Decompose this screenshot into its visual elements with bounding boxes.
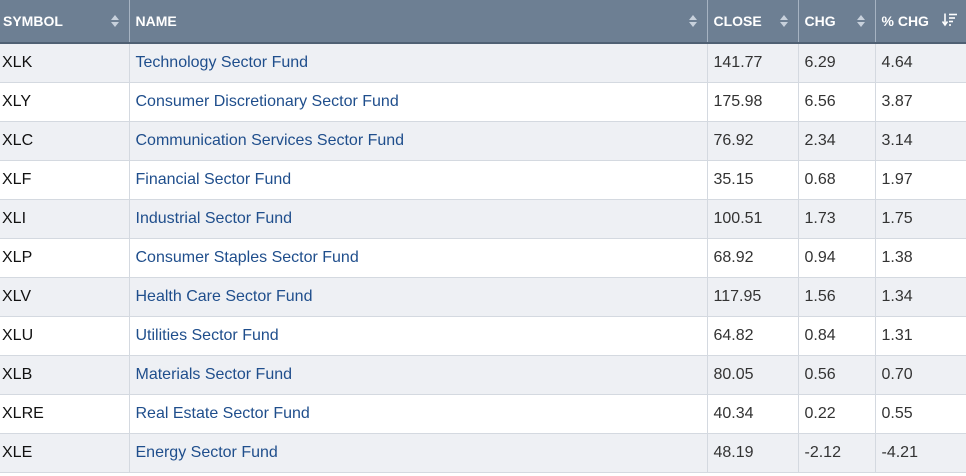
pct-chg-cell: -4.21: [875, 433, 966, 473]
chg-cell: 0.68: [798, 160, 876, 200]
fund-name-link[interactable]: Energy Sector Fund: [135, 443, 278, 461]
fund-name-link[interactable]: Technology Sector Fund: [135, 53, 309, 71]
close-cell: 175.98: [707, 82, 799, 122]
close-cell: 80.05: [707, 355, 799, 395]
fund-name-link[interactable]: Real Estate Sector Fund: [135, 404, 310, 422]
column-header-chg[interactable]: CHG: [798, 0, 876, 44]
chg-cell: 0.22: [798, 394, 876, 434]
table-row: XLY Consumer Discretionary Sector Fund 1…: [0, 82, 966, 122]
symbol-cell: XLP: [0, 238, 130, 278]
close-cell: 117.95: [707, 277, 799, 317]
sort-updown-icon: [856, 15, 865, 27]
fund-name-link[interactable]: Financial Sector Fund: [135, 170, 292, 188]
table-header-row: SYMBOL NAME CLOSE CHG % CHG: [0, 0, 966, 44]
column-header-close[interactable]: CLOSE: [707, 0, 799, 44]
chg-cell: 1.73: [798, 199, 876, 239]
fund-name-link[interactable]: Communication Services Sector Fund: [135, 131, 405, 149]
symbol-cell: XLF: [0, 160, 130, 200]
chg-cell: 6.56: [798, 82, 876, 122]
close-cell: 64.82: [707, 316, 799, 356]
table-body: XLK Technology Sector Fund 141.77 6.29 4…: [0, 43, 966, 473]
table-row: XLP Consumer Staples Sector Fund 68.92 0…: [0, 238, 966, 278]
table-row: XLE Energy Sector Fund 48.19 -2.12 -4.21: [0, 433, 966, 473]
chg-cell: -2.12: [798, 433, 876, 473]
column-header-pct-chg[interactable]: % CHG: [875, 0, 966, 44]
chg-cell: 6.29: [798, 43, 876, 83]
sort-updown-icon: [110, 15, 119, 27]
close-cell: 141.77: [707, 43, 799, 83]
column-header-label: % CHG: [881, 13, 929, 29]
chg-cell: 0.56: [798, 355, 876, 395]
table-row: XLI Industrial Sector Fund 100.51 1.73 1…: [0, 199, 966, 239]
pct-chg-cell: 1.97: [875, 160, 966, 200]
fund-name-link[interactable]: Utilities Sector Fund: [135, 326, 279, 344]
table-row: XLU Utilities Sector Fund 64.82 0.84 1.3…: [0, 316, 966, 356]
table-row: XLC Communication Services Sector Fund 7…: [0, 121, 966, 161]
fund-name-link[interactable]: Industrial Sector Fund: [135, 209, 293, 227]
chg-cell: 1.56: [798, 277, 876, 317]
pct-chg-cell: 1.31: [875, 316, 966, 356]
close-cell: 35.15: [707, 160, 799, 200]
pct-chg-cell: 4.64: [875, 43, 966, 83]
pct-chg-cell: 0.55: [875, 394, 966, 434]
table-row: XLV Health Care Sector Fund 117.95 1.56 …: [0, 277, 966, 317]
symbol-cell: XLK: [0, 43, 130, 83]
chg-cell: 2.34: [798, 121, 876, 161]
symbol-cell: XLY: [0, 82, 130, 122]
column-header-label: CLOSE: [713, 13, 762, 29]
close-cell: 40.34: [707, 394, 799, 434]
fund-name-link[interactable]: Materials Sector Fund: [135, 365, 293, 383]
close-cell: 100.51: [707, 199, 799, 239]
fund-name-link[interactable]: Health Care Sector Fund: [135, 287, 313, 305]
symbol-cell: XLRE: [0, 394, 130, 434]
close-cell: 48.19: [707, 433, 799, 473]
close-cell: 68.92: [707, 238, 799, 278]
sort-descending-icon: [941, 13, 958, 30]
close-cell: 76.92: [707, 121, 799, 161]
table-row: XLK Technology Sector Fund 141.77 6.29 4…: [0, 43, 966, 83]
table-row: XLB Materials Sector Fund 80.05 0.56 0.7…: [0, 355, 966, 395]
column-header-symbol[interactable]: SYMBOL: [0, 0, 130, 44]
symbol-cell: XLI: [0, 199, 130, 239]
table-row: XLF Financial Sector Fund 35.15 0.68 1.9…: [0, 160, 966, 200]
symbol-cell: XLU: [0, 316, 130, 356]
column-header-label: NAME: [135, 13, 177, 29]
symbol-cell: XLB: [0, 355, 130, 395]
pct-chg-cell: 3.14: [875, 121, 966, 161]
column-header-label: CHG: [804, 13, 836, 29]
pct-chg-cell: 3.87: [875, 82, 966, 122]
column-header-label: SYMBOL: [3, 13, 63, 29]
symbol-cell: XLV: [0, 277, 130, 317]
symbol-cell: XLE: [0, 433, 130, 473]
symbol-cell: XLC: [0, 121, 130, 161]
fund-name-link[interactable]: Consumer Staples Sector Fund: [135, 248, 359, 266]
chg-cell: 0.84: [798, 316, 876, 356]
sort-updown-icon: [688, 15, 697, 27]
pct-chg-cell: 1.34: [875, 277, 966, 317]
pct-chg-cell: 0.70: [875, 355, 966, 395]
sort-updown-icon: [779, 15, 788, 27]
fund-name-link[interactable]: Consumer Discretionary Sector Fund: [135, 92, 399, 110]
column-header-name[interactable]: NAME: [129, 0, 708, 44]
pct-chg-cell: 1.75: [875, 199, 966, 239]
pct-chg-cell: 1.38: [875, 238, 966, 278]
chg-cell: 0.94: [798, 238, 876, 278]
table-row: XLRE Real Estate Sector Fund 40.34 0.22 …: [0, 394, 966, 434]
